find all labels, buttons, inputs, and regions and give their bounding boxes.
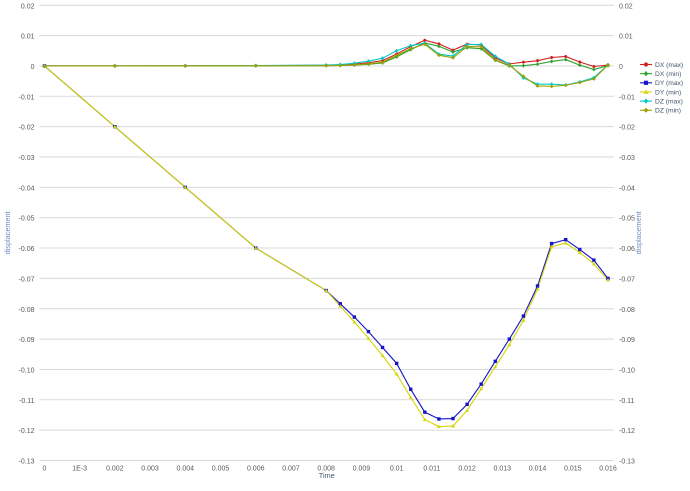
svg-text:0.003: 0.003 xyxy=(141,466,159,473)
svg-text:DY (min): DY (min) xyxy=(655,89,681,96)
svg-text:displacement: displacement xyxy=(3,211,12,254)
svg-text:0.006: 0.006 xyxy=(247,466,265,473)
svg-text:-0.11: -0.11 xyxy=(619,398,635,405)
svg-text:0.011: 0.011 xyxy=(423,466,440,473)
svg-text:-0.12: -0.12 xyxy=(19,428,35,435)
svg-text:DZ (max): DZ (max) xyxy=(655,99,683,106)
svg-text:-0.10: -0.10 xyxy=(619,367,635,374)
svg-text:-0.13: -0.13 xyxy=(19,459,35,466)
svg-text:0.02: 0.02 xyxy=(619,3,633,10)
svg-text:-0.08: -0.08 xyxy=(19,307,35,314)
svg-text:-0.03: -0.03 xyxy=(19,155,35,162)
svg-text:-0.02: -0.02 xyxy=(619,125,635,132)
svg-text:DX (max): DX (max) xyxy=(655,62,683,69)
svg-text:0.007: 0.007 xyxy=(282,466,300,473)
svg-text:-0.07: -0.07 xyxy=(619,276,635,283)
svg-text:-0.01: -0.01 xyxy=(19,94,35,101)
svg-text:-0.10: -0.10 xyxy=(19,367,35,374)
svg-text:1E-3: 1E-3 xyxy=(72,466,87,473)
svg-text:0: 0 xyxy=(31,64,35,71)
svg-text:0.009: 0.009 xyxy=(353,466,371,473)
svg-text:0: 0 xyxy=(42,466,46,473)
svg-text:-0.06: -0.06 xyxy=(619,246,635,253)
svg-text:0.014: 0.014 xyxy=(529,466,547,473)
svg-text:0.02: 0.02 xyxy=(21,3,35,10)
svg-text:DX (min): DX (min) xyxy=(655,71,681,78)
svg-text:-0.09: -0.09 xyxy=(19,337,35,344)
svg-text:-0.13: -0.13 xyxy=(619,459,635,466)
svg-text:DZ (min): DZ (min) xyxy=(655,108,681,115)
svg-text:0.01: 0.01 xyxy=(21,34,35,41)
svg-text:-0.01: -0.01 xyxy=(619,94,635,101)
svg-text:-0.04: -0.04 xyxy=(19,185,35,192)
svg-text:0.01: 0.01 xyxy=(619,34,633,41)
svg-text:-0.09: -0.09 xyxy=(619,337,635,344)
svg-text:Time: Time xyxy=(319,471,335,480)
svg-text:-0.06: -0.06 xyxy=(19,246,35,253)
svg-text:0.015: 0.015 xyxy=(564,466,582,473)
svg-text:0.005: 0.005 xyxy=(212,466,230,473)
svg-text:0.016: 0.016 xyxy=(599,466,617,473)
svg-text:-0.05: -0.05 xyxy=(19,216,35,223)
svg-text:0: 0 xyxy=(619,64,623,71)
svg-text:-0.07: -0.07 xyxy=(19,276,35,283)
svg-text:0.004: 0.004 xyxy=(177,466,195,473)
svg-text:-0.02: -0.02 xyxy=(19,125,35,132)
svg-text:-0.12: -0.12 xyxy=(619,428,635,435)
svg-text:0.002: 0.002 xyxy=(106,466,124,473)
svg-text:-0.11: -0.11 xyxy=(19,398,35,405)
svg-text:displacement: displacement xyxy=(634,211,643,254)
svg-text:-0.04: -0.04 xyxy=(619,185,635,192)
svg-text:0.013: 0.013 xyxy=(494,466,512,473)
svg-text:DY (max): DY (max) xyxy=(655,80,683,87)
svg-text:-0.08: -0.08 xyxy=(619,307,635,314)
svg-text:0.01: 0.01 xyxy=(390,466,404,473)
svg-text:-0.03: -0.03 xyxy=(619,155,635,162)
svg-text:0.012: 0.012 xyxy=(458,466,476,473)
svg-text:-0.05: -0.05 xyxy=(619,216,635,223)
